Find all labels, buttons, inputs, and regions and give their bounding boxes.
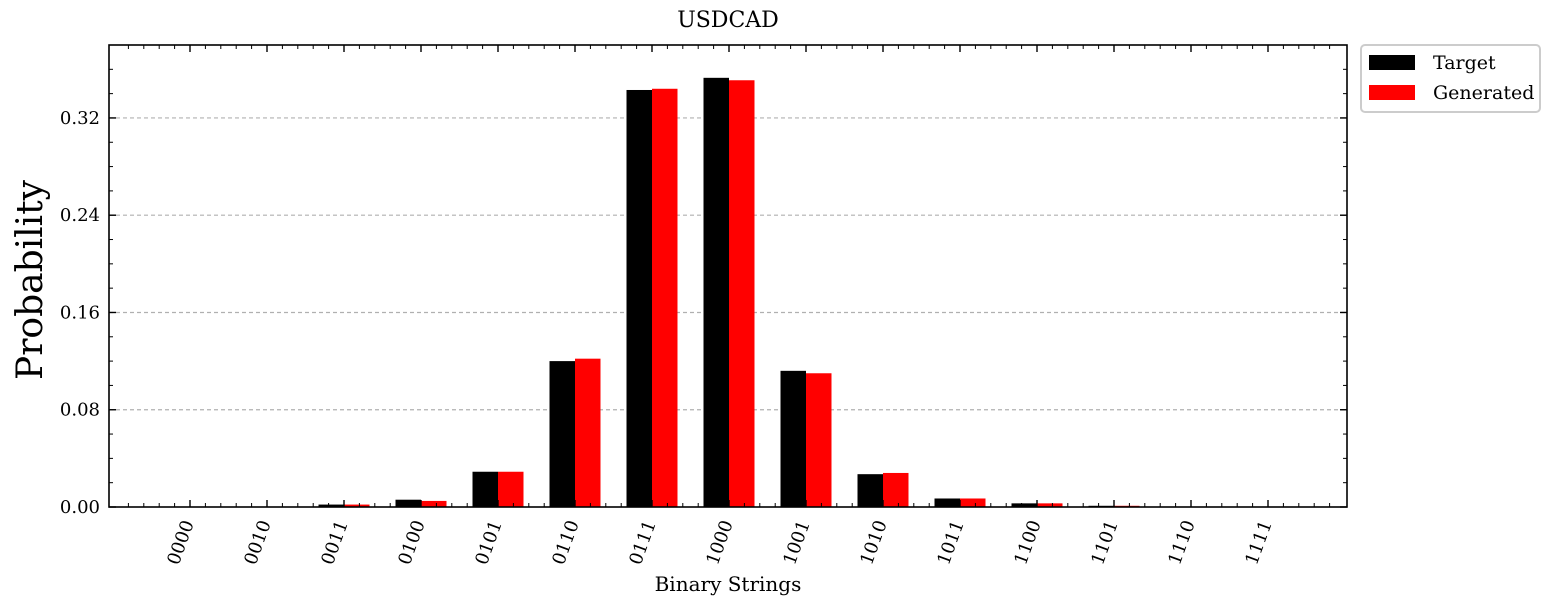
bar-target-0100 (395, 499, 421, 507)
legend-swatch-generated (1369, 85, 1415, 100)
bar-target-1001 (780, 370, 806, 507)
bar-generated-0110 (575, 358, 601, 507)
bar-target-0110 (549, 361, 575, 507)
x-tick-label: 1010 (856, 518, 891, 568)
legend-label-target: Target (1433, 52, 1496, 74)
y-tick-label: 0.08 (60, 400, 100, 421)
x-tick-label: 1110 (1164, 518, 1199, 568)
bar-target-0011 (318, 504, 344, 507)
bar-target-1011 (934, 498, 960, 507)
bar-target-1000 (703, 77, 729, 507)
bar-generated-0011 (344, 504, 370, 507)
plot-frame (108, 44, 1348, 508)
x-tick-label: 1100 (1010, 518, 1045, 568)
x-tick-label: 1111 (1241, 518, 1276, 568)
y-tick-label: 0.32 (60, 108, 100, 129)
x-axis-label: Binary Strings (655, 572, 802, 596)
axes (108, 44, 1348, 508)
x-tick-label: 1011 (933, 518, 968, 568)
chart-title: USDCAD (677, 8, 779, 33)
bar-generated-1100 (1037, 503, 1063, 507)
x-tick-label: 0000 (163, 518, 198, 568)
bar-generated-0111 (652, 88, 678, 507)
bar-generated-1001 (806, 373, 832, 507)
bar-generated-1010 (883, 472, 909, 507)
x-tick-label: 1001 (779, 518, 814, 568)
x-tick-label: 0100 (394, 518, 429, 568)
x-tick-label: 0011 (317, 518, 352, 568)
legend: Target Generated (1360, 44, 1541, 113)
bars (318, 77, 1140, 508)
y-tick-label: 0.16 (60, 302, 100, 323)
bar-generated-0100 (421, 500, 447, 507)
bar-generated-1000 (729, 80, 755, 507)
y-tick-label: 0.00 (60, 497, 100, 518)
bar-generated-0101 (498, 471, 524, 507)
bar-target-0111 (626, 89, 652, 508)
ticks (109, 45, 1347, 508)
x-tick-label: 1000 (702, 518, 737, 568)
bar-target-1010 (857, 474, 883, 507)
x-tick-label: 1101 (1087, 518, 1122, 568)
bar-target-1100 (1011, 503, 1037, 507)
y-tick-label: 0.24 (60, 205, 100, 226)
bar-generated-1011 (960, 498, 986, 507)
y-axis-label: Probability (10, 179, 51, 380)
x-tick-label: 0101 (471, 518, 506, 568)
x-tick-label: 0110 (548, 518, 583, 568)
x-tick-label: 0010 (240, 518, 275, 568)
legend-swatch-target (1369, 55, 1415, 70)
x-tick-label: 0111 (625, 518, 660, 568)
legend-label-generated: Generated (1433, 82, 1534, 104)
bar-target-0101 (472, 471, 498, 507)
